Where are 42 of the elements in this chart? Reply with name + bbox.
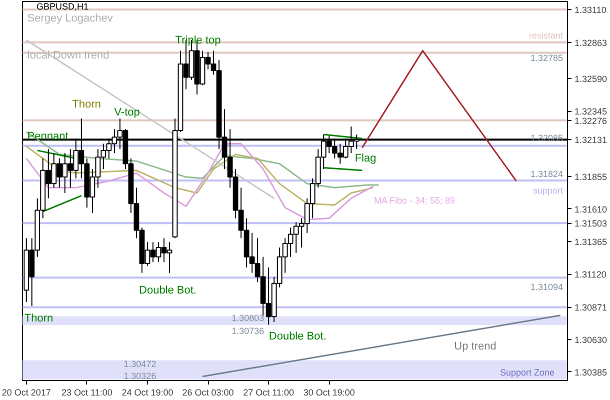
annotation: 1.30472: [124, 359, 156, 369]
line-series: [26, 131, 380, 188]
annotation: V-top: [114, 106, 140, 118]
annotation: Flag: [354, 152, 376, 164]
y-tick-label: 1.32345: [574, 106, 608, 117]
annotation: Thorn: [24, 312, 54, 324]
annotation: Sergey Logachev: [27, 12, 114, 24]
annotation: Triple top: [175, 34, 221, 46]
y-tick-label: 1.31120: [574, 270, 606, 280]
y-tick-label: 1.30630: [574, 334, 608, 345]
ref-line-label: 1.33110: [574, 4, 606, 15]
annotation: 1.31824: [530, 169, 564, 179]
chart-title: GBPUSD,H1: [36, 2, 89, 12]
ref-line-label: 1.32276: [574, 116, 608, 126]
x-tick-label: 27 Oct 11:00: [243, 388, 294, 398]
annotation: Double Bot.: [139, 284, 196, 296]
x-tick-label: 26 Oct 03:00: [182, 388, 234, 398]
annotation: Thorn: [72, 98, 101, 111]
y-tick-label: 1.30385: [574, 367, 608, 378]
y-tick-label: 1.32590: [574, 74, 608, 84]
ref-line-label: 1.32863: [574, 38, 608, 48]
annotation: Up trend: [454, 340, 496, 352]
ref-line-label: 1.31503: [574, 218, 608, 229]
annotation: 1.31094: [530, 282, 564, 292]
annotation: 1.30803: [232, 313, 264, 323]
ref-line-label: 1.32131: [574, 135, 608, 146]
annotation: support: [533, 186, 564, 196]
annotation: Support Zone: [500, 368, 555, 378]
x-tick-label: 23 Oct 11:00: [61, 388, 112, 398]
x-tick-label: 20 Oct 2017: [2, 388, 51, 398]
annotation: 1.30326: [124, 371, 156, 381]
y-tick-label: 1.31610: [574, 204, 608, 214]
x-tick-label: 24 Oct 19:00: [122, 388, 174, 398]
x-tick-label: 30 Oct 19:00: [303, 388, 355, 398]
y-tick-label: 1.31855: [574, 172, 608, 182]
annotation: MA Fibo - 34; 55; 89: [374, 196, 455, 206]
annotation: 1.30736: [232, 326, 264, 336]
y-tick-label: 1.31365: [574, 237, 608, 248]
ref-line-label: 1.30871: [574, 302, 608, 313]
annotation: 1.32785: [530, 53, 564, 63]
annotation: Double Bot.: [268, 330, 326, 342]
annotation: resistant: [529, 30, 564, 40]
